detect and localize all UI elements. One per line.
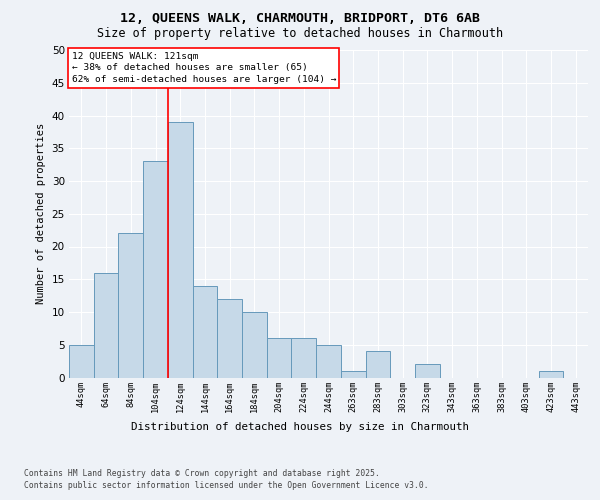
Text: 12 QUEENS WALK: 121sqm
← 38% of detached houses are smaller (65)
62% of semi-det: 12 QUEENS WALK: 121sqm ← 38% of detached… — [71, 52, 336, 84]
Bar — [143, 162, 168, 378]
Bar — [365, 352, 390, 378]
Text: 12, QUEENS WALK, CHARMOUTH, BRIDPORT, DT6 6AB: 12, QUEENS WALK, CHARMOUTH, BRIDPORT, DT… — [120, 12, 480, 26]
Bar — [539, 371, 563, 378]
Text: Contains HM Land Registry data © Crown copyright and database right 2025.: Contains HM Land Registry data © Crown c… — [24, 469, 380, 478]
Bar — [118, 234, 143, 378]
Bar — [193, 286, 217, 378]
Bar — [94, 272, 118, 378]
Y-axis label: Number of detached properties: Number of detached properties — [36, 123, 46, 304]
Bar — [316, 345, 341, 378]
Text: Distribution of detached houses by size in Charmouth: Distribution of detached houses by size … — [131, 422, 469, 432]
Text: Contains public sector information licensed under the Open Government Licence v3: Contains public sector information licen… — [24, 481, 428, 490]
Bar — [415, 364, 440, 378]
Bar — [267, 338, 292, 378]
Text: Size of property relative to detached houses in Charmouth: Size of property relative to detached ho… — [97, 28, 503, 40]
Bar — [341, 371, 365, 378]
Bar — [217, 299, 242, 378]
Bar — [242, 312, 267, 378]
Bar — [292, 338, 316, 378]
Bar — [168, 122, 193, 378]
Bar — [69, 345, 94, 378]
